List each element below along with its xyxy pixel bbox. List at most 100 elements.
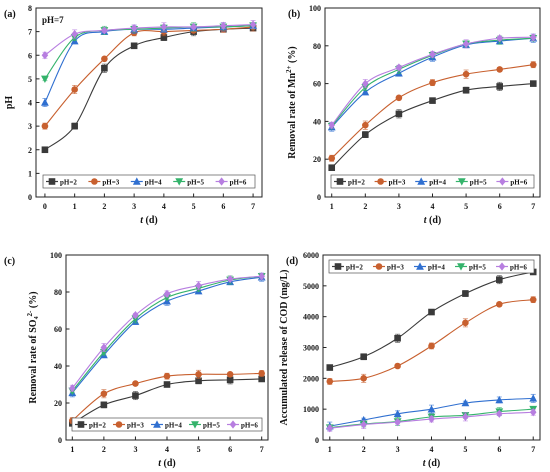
y-tick-label: 3 bbox=[28, 122, 32, 131]
data-point bbox=[395, 110, 403, 118]
data-point bbox=[195, 281, 202, 290]
x-axis-label: t (d) bbox=[423, 458, 441, 469]
x-tick-label: 5 bbox=[464, 202, 468, 211]
y-tick-label: 0 bbox=[317, 193, 321, 202]
series-pH6 bbox=[326, 408, 537, 433]
x-tick-label: 1 bbox=[70, 445, 74, 454]
data-point bbox=[529, 61, 537, 68]
legend-label: pH=4 bbox=[429, 179, 446, 187]
y-tick-label: 80 bbox=[313, 42, 321, 51]
y-tick-label: 40 bbox=[313, 117, 321, 126]
data-point bbox=[41, 146, 49, 154]
data-point bbox=[41, 98, 49, 106]
x-tick-label: 7 bbox=[251, 202, 255, 211]
data-point bbox=[71, 122, 78, 130]
y-tick-label: 2 bbox=[28, 146, 32, 155]
x-tick-label: 3 bbox=[132, 202, 136, 211]
data-point bbox=[249, 20, 257, 29]
legend-marker bbox=[218, 177, 225, 186]
legend-label: pH=5 bbox=[203, 422, 220, 430]
x-tick-label: 1 bbox=[73, 202, 77, 211]
data-point bbox=[101, 26, 108, 35]
series-pH3 bbox=[326, 296, 537, 385]
y-axis-label: Removal rate of SO₄2- (%) bbox=[26, 291, 39, 403]
legend-marker bbox=[153, 420, 161, 428]
y-tick-label: 80 bbox=[54, 288, 62, 297]
legend-label: pH=4 bbox=[165, 422, 182, 430]
data-point bbox=[195, 371, 202, 378]
y-tick-label: 8 bbox=[28, 4, 32, 13]
data-point bbox=[429, 97, 436, 104]
data-point bbox=[394, 334, 401, 342]
legend-marker bbox=[132, 177, 141, 185]
data-point bbox=[226, 371, 234, 378]
data-point bbox=[100, 343, 108, 352]
y-tick-label: 6 bbox=[28, 51, 32, 60]
legend-box bbox=[42, 174, 256, 189]
data-point bbox=[69, 384, 76, 393]
data-point bbox=[428, 342, 435, 350]
data-point bbox=[428, 414, 435, 424]
y-tick-label: 20 bbox=[313, 155, 321, 164]
legend-box bbox=[328, 259, 535, 274]
chart-panel-c: 1 2 3 4 5 6 7 0 20 40 60 80 100 pH=2 pH=3 pH=4 pH=5 pH=6 (… bbox=[4, 251, 269, 469]
legend-label: pH=2 bbox=[89, 422, 106, 430]
legend-marker bbox=[377, 178, 384, 185]
legend-marker bbox=[375, 263, 383, 270]
chart-panel-d: 1 2 3 4 5 6 7 0 1000 2000 3000 4000 5000 6000 pH=2 pH=3… bbox=[279, 251, 541, 469]
x-tick-label: 5 bbox=[197, 445, 201, 454]
x-tick-label: 1 bbox=[328, 445, 332, 454]
legend-box bbox=[330, 174, 535, 189]
data-point bbox=[496, 83, 503, 90]
data-point bbox=[496, 276, 503, 283]
legend-label: pH=3 bbox=[102, 179, 119, 187]
panel-label: (b) bbox=[288, 9, 300, 20]
legend-label: pH=3 bbox=[389, 179, 406, 187]
data-point bbox=[462, 412, 469, 421]
data-point bbox=[101, 64, 108, 72]
data-point bbox=[394, 418, 401, 427]
y-tick-label: 4000 bbox=[303, 313, 319, 322]
legend-label: pH=2 bbox=[346, 264, 363, 272]
data-point bbox=[529, 296, 537, 304]
y-tick-label: 100 bbox=[309, 4, 321, 13]
data-point bbox=[393, 409, 402, 418]
data-point bbox=[361, 88, 370, 96]
data-point bbox=[190, 22, 197, 31]
x-tick-label: 5 bbox=[192, 202, 196, 211]
data-point bbox=[71, 86, 78, 93]
x-tick-label: 6 bbox=[228, 445, 232, 454]
legend-marker bbox=[417, 177, 426, 185]
data-point bbox=[360, 375, 367, 382]
y-tick-label: 2000 bbox=[303, 374, 319, 383]
data-point bbox=[101, 55, 108, 63]
legend-marker bbox=[336, 178, 344, 185]
y-tick-label: 0 bbox=[28, 193, 32, 202]
x-tick-label: 2 bbox=[363, 202, 367, 211]
x-tick-label: 5 bbox=[463, 445, 467, 454]
chart-panel-b: 1 2 3 4 5 6 7 0 20 40 60 80 100 pH=2 pH=3 pH=4 pH=5 pH=6 (… bbox=[285, 4, 541, 226]
y-tick-label: 5000 bbox=[303, 282, 319, 291]
x-axis-label: t (d) bbox=[140, 215, 158, 226]
legend: pH=2 pH=3 pH=4 pH=5 pH=6 bbox=[42, 174, 256, 189]
legend-label: pH=2 bbox=[60, 179, 77, 187]
legend-marker bbox=[416, 262, 424, 270]
data-point bbox=[326, 378, 334, 385]
data-point bbox=[462, 86, 470, 94]
legend-label: pH=6 bbox=[230, 179, 247, 187]
data-point bbox=[326, 424, 334, 433]
series-line bbox=[331, 64, 534, 159]
data-point bbox=[362, 79, 369, 88]
x-tick-label: 6 bbox=[497, 445, 501, 454]
data-point bbox=[429, 79, 436, 86]
x-axis-label: t (d) bbox=[424, 215, 442, 226]
x-tick-label: 7 bbox=[531, 202, 535, 211]
data-point bbox=[496, 301, 503, 308]
data-point bbox=[71, 29, 78, 39]
data-point bbox=[328, 121, 336, 130]
legend-label: pH=3 bbox=[387, 264, 404, 272]
x-tick-label: 2 bbox=[362, 445, 366, 454]
data-point bbox=[395, 63, 403, 72]
series-pH3 bbox=[69, 369, 265, 424]
